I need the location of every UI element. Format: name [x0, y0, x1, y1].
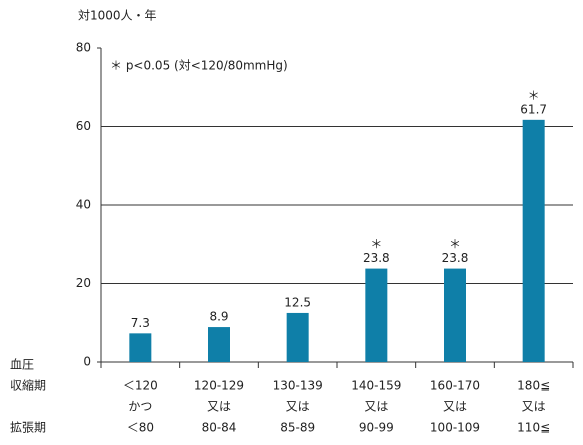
x-tick-diastolic: 100-109: [430, 421, 480, 435]
y-tick-label: 20: [76, 276, 91, 290]
bar: [208, 327, 230, 362]
annotation: ＊ p<0.05 (対<120/80mmHg): [110, 59, 288, 73]
x-tick-diastolic: 85-89: [280, 421, 315, 435]
value-label: 23.8: [442, 251, 469, 265]
x-tick-connector: 又は: [286, 400, 310, 414]
value-label: 61.7: [520, 102, 547, 116]
x-tick-diastolic: 80-84: [202, 421, 237, 435]
x-tick-label: 120-129: [194, 379, 244, 393]
row-label: 血圧: [10, 358, 34, 372]
bar: [129, 333, 152, 362]
x-tick-connector: 又は: [522, 400, 546, 414]
value-label: 23.8: [363, 251, 390, 265]
bar: [286, 312, 309, 362]
row-label: 拡張期: [10, 421, 46, 435]
significance-marker: ＊: [528, 88, 540, 102]
value-label: 12.5: [284, 295, 311, 309]
x-tick-connector: 又は: [207, 400, 231, 414]
x-tick-connector: かつ: [128, 400, 152, 414]
x-tick-diastolic: 110≦: [517, 421, 550, 435]
x-tick-connector: 又は: [443, 400, 467, 414]
bar: [522, 119, 545, 362]
y-tick-label: 40: [76, 198, 91, 212]
value-label: 8.9: [209, 310, 228, 324]
bar: [444, 268, 466, 362]
x-tick-diastolic: ＜80: [127, 421, 154, 435]
x-tick-label: 180≦: [517, 379, 550, 393]
x-tick-connector: 又は: [364, 400, 388, 414]
x-tick-diastolic: 90-99: [359, 421, 394, 435]
row-label: 収縮期: [10, 378, 46, 393]
x-tick-label: 160-170: [430, 379, 480, 393]
bar: [365, 268, 388, 362]
x-tick-label: 130-139: [273, 379, 323, 393]
significance-marker: ＊: [449, 237, 461, 251]
x-tick-label: 140-159: [351, 379, 401, 393]
x-tick-label: ＜120: [123, 379, 158, 393]
y-tick-label: 0: [83, 355, 91, 369]
y-tick-label: 80: [76, 41, 91, 55]
y-unit-label: 対1000人・年: [78, 9, 157, 23]
significance-marker: ＊: [370, 237, 382, 251]
y-tick-label: 60: [76, 119, 91, 133]
value-label: 7.3: [131, 316, 150, 330]
